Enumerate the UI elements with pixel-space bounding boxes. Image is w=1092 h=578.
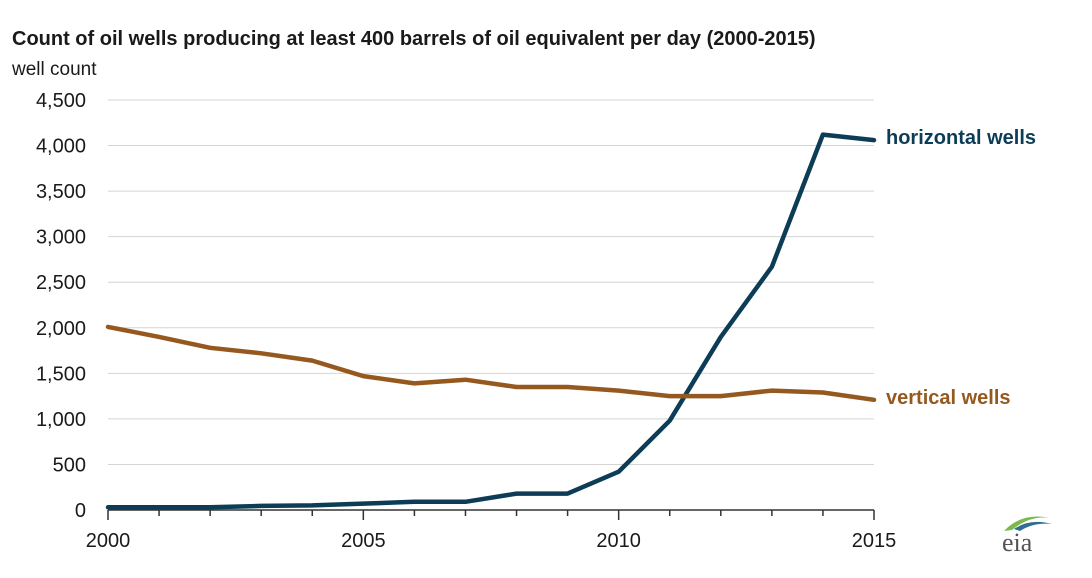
y-tick-label: 3,500 [36, 181, 86, 203]
y-tick-label: 2,000 [36, 318, 86, 340]
x-tick-labels: 2000 2005 2010 2015 [86, 530, 897, 552]
y-tick-label: 1,500 [36, 363, 86, 385]
eia-logo-swoosh [1004, 516, 1050, 531]
eia-logo-text: eia [1002, 528, 1033, 557]
y-tick-label: 0 [75, 500, 86, 522]
y-tick-label: 2,500 [36, 272, 86, 294]
series-line-vertical-wells [105, 324, 877, 403]
series-label-vertical-wells: vertical wells [886, 387, 1011, 409]
series-labels: horizontal wells vertical wells [886, 127, 1036, 409]
gridlines [107, 99, 875, 520]
series-lines [105, 132, 877, 510]
y-tick-label: 3,000 [36, 227, 86, 249]
chart-title: Count of oil wells producing at least 40… [12, 28, 816, 50]
x-tick-label: 2015 [852, 530, 897, 552]
x-tick-label: 2000 [86, 530, 131, 552]
y-tick-label: 500 [53, 454, 86, 476]
y-axis-label: well count [11, 59, 97, 80]
y-tick-labels: 0 500 1,000 1,500 2,000 2,500 3,000 3,500 4,000 4… [36, 90, 86, 522]
y-tick-label: 1,000 [36, 409, 86, 431]
x-tick-label: 2005 [341, 530, 386, 552]
y-tick-label: 4,000 [36, 136, 86, 158]
series-line-horizontal-wells [105, 132, 877, 510]
eia-logo-swoosh-dark [1014, 521, 1052, 531]
y-tick-label: 4,500 [36, 90, 86, 112]
series-label-horizontal-wells: horizontal wells [886, 127, 1036, 149]
x-tick-label: 2010 [596, 530, 641, 552]
eia-logo: eia [1002, 516, 1052, 557]
